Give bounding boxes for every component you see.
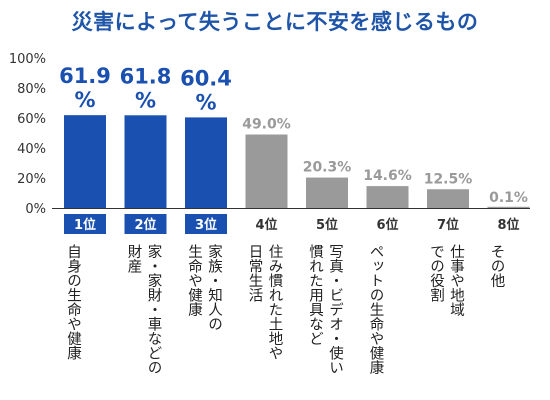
category-label: での役割 <box>428 244 444 303</box>
category-label: 家族・知人の <box>206 244 222 331</box>
y-tick-label: 60% <box>17 112 46 127</box>
bar-value-unit: % <box>195 90 216 114</box>
bar-value-label: 61.9 <box>59 64 111 88</box>
rank-badge <box>64 214 106 234</box>
bar <box>427 189 469 208</box>
bar-value-label: 60.4 <box>180 66 232 90</box>
bar <box>185 117 227 208</box>
rank-label: 8位 <box>497 217 519 233</box>
bar <box>245 134 288 208</box>
bar <box>64 115 106 208</box>
rank-badge <box>124 214 167 234</box>
category-label: 生命や健康 <box>186 244 202 317</box>
category-label: 住み慣れた土地や <box>267 244 283 361</box>
category-label: その他 <box>489 244 505 289</box>
category-label: 日常生活 <box>247 244 263 302</box>
bar-value-label: 49.0% <box>242 117 291 133</box>
category-label: 慣れた用具など <box>307 243 323 346</box>
y-tick-label: 100% <box>9 52 46 67</box>
y-tick-label: 20% <box>17 172 46 187</box>
rank-label: 2位 <box>134 217 156 233</box>
bar-value-unit: % <box>74 88 95 112</box>
rank-label: 4位 <box>255 217 277 233</box>
y-tick-label: 0% <box>25 202 46 217</box>
category-label: 仕事や地域 <box>448 244 464 317</box>
y-tick-label: 80% <box>17 82 46 97</box>
bar <box>366 186 409 208</box>
bar-value-label: 12.5% <box>424 171 473 187</box>
y-tick-label: 40% <box>17 142 46 157</box>
category-label: 財産 <box>126 244 142 275</box>
rank-badge <box>185 214 227 234</box>
bar-value-label: 0.1% <box>489 190 528 206</box>
bar-value-label: 61.8 <box>120 64 172 88</box>
bar-value-label: 14.6% <box>363 168 412 184</box>
rank-label: 5位 <box>316 217 338 233</box>
rank-label: 3位 <box>195 217 217 233</box>
rank-label: 6位 <box>376 217 398 233</box>
rank-label: 7位 <box>437 217 459 233</box>
category-label: 自身の生命や健康 <box>65 244 81 361</box>
chart-title: 災害によって失うことに不安を感じるもの <box>71 10 479 34</box>
category-label: ペットの生命や健康 <box>368 244 384 375</box>
category-label: 家・家財・車などの <box>146 244 162 375</box>
category-label: 写真・ビデオ・使い <box>327 244 343 375</box>
bar-value-label: 20.3% <box>303 160 352 176</box>
rank-label: 1位 <box>74 217 96 233</box>
bar <box>306 177 348 208</box>
bar <box>487 206 530 208</box>
bar <box>124 115 167 208</box>
bar-value-unit: % <box>135 88 156 112</box>
